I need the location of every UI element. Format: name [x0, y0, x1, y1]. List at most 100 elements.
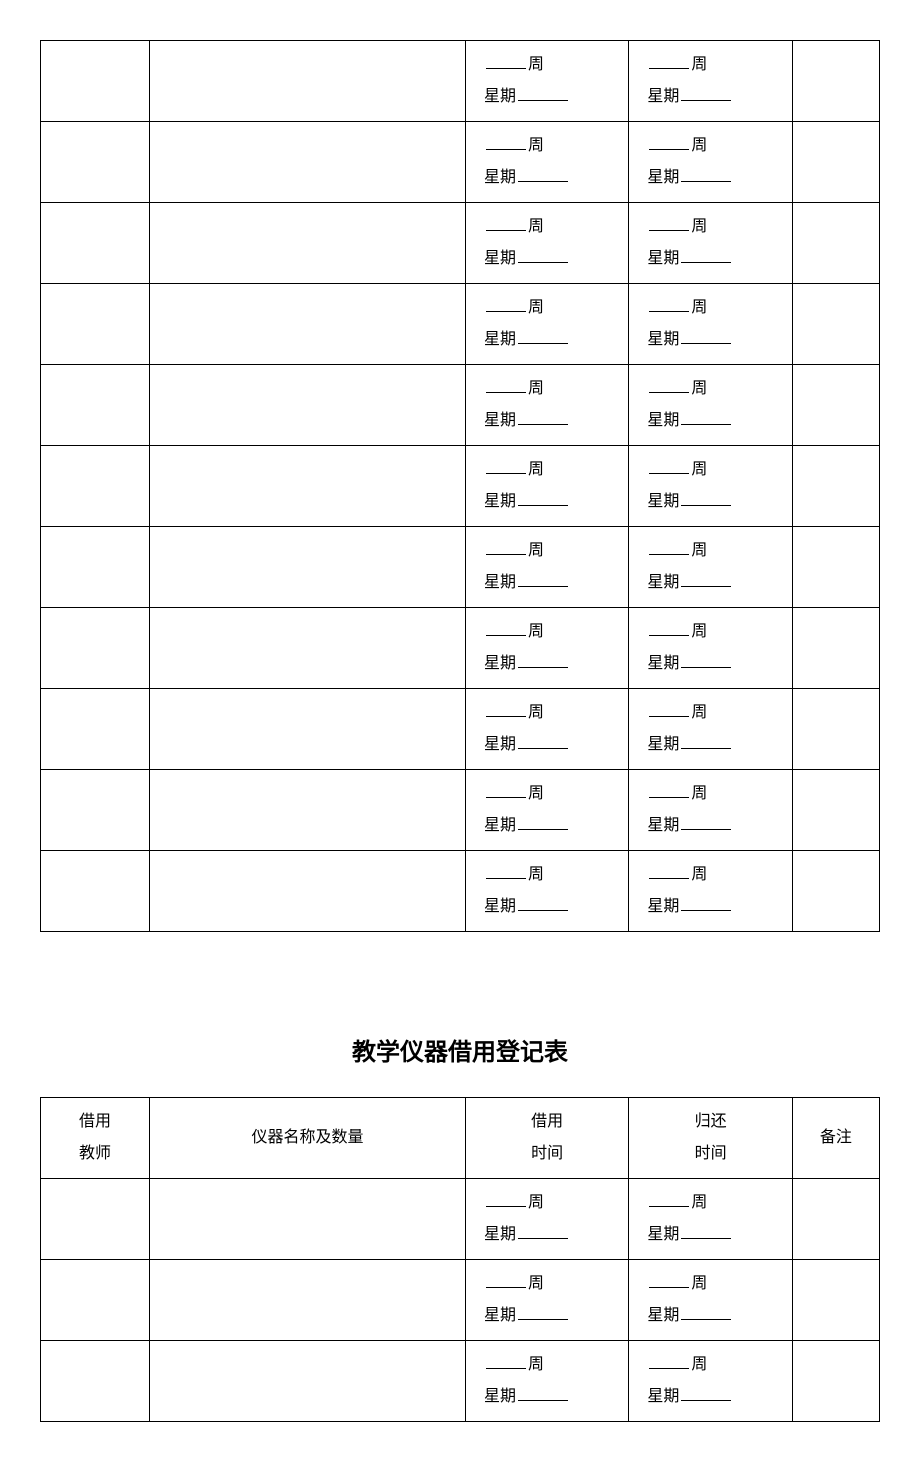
top-equipment-cell[interactable] [149, 527, 465, 608]
top-return-date-week-blank[interactable] [649, 619, 689, 636]
bottom-return-date-week-blank[interactable] [649, 1271, 689, 1288]
top-borrow-date-week-blank[interactable] [486, 214, 526, 231]
top-equipment-cell[interactable] [149, 446, 465, 527]
top-remark-cell[interactable] [792, 689, 879, 770]
top-teacher-cell[interactable] [41, 284, 150, 365]
top-teacher-cell[interactable] [41, 608, 150, 689]
top-teacher-cell[interactable] [41, 203, 150, 284]
top-borrow-date-weekday-blank[interactable] [518, 489, 568, 506]
top-equipment-cell[interactable] [149, 41, 465, 122]
bottom-equipment-cell[interactable] [149, 1341, 465, 1422]
bottom-borrow-date-week-blank[interactable] [486, 1352, 526, 1369]
top-borrow-date-week-blank[interactable] [486, 133, 526, 150]
top-equipment-cell[interactable] [149, 122, 465, 203]
top-teacher-cell[interactable] [41, 689, 150, 770]
top-borrow-date-weekday-blank[interactable] [518, 165, 568, 182]
top-borrow-date-weekday-blank[interactable] [518, 408, 568, 425]
bottom-return-date-week-label: 周 [691, 1194, 707, 1211]
top-borrow-date-weekday-blank[interactable] [518, 246, 568, 263]
top-remark-cell[interactable] [792, 365, 879, 446]
bottom-return-date-weekday-blank[interactable] [681, 1222, 731, 1239]
top-teacher-cell[interactable] [41, 770, 150, 851]
top-equipment-cell[interactable] [149, 365, 465, 446]
bottom-equipment-cell[interactable] [149, 1179, 465, 1260]
top-remark-cell[interactable] [792, 41, 879, 122]
bottom-equipment-cell[interactable] [149, 1260, 465, 1341]
bottom-borrow-date-weekday-blank[interactable] [518, 1222, 568, 1239]
top-return-date-weekday-blank[interactable] [681, 570, 731, 587]
top-borrow-date-week-blank[interactable] [486, 538, 526, 555]
top-return-date-week-blank[interactable] [649, 700, 689, 717]
top-borrow-date-week-blank[interactable] [486, 52, 526, 69]
top-borrow-date-weekday-blank[interactable] [518, 732, 568, 749]
top-return-date-weekday-blank[interactable] [681, 165, 731, 182]
bottom-borrow-date-week-blank[interactable] [486, 1271, 526, 1288]
top-return-date-weekday-blank[interactable] [681, 651, 731, 668]
top-teacher-cell[interactable] [41, 851, 150, 932]
top-remark-cell[interactable] [792, 203, 879, 284]
top-return-date-week-blank[interactable] [649, 538, 689, 555]
top-return-date-week-blank[interactable] [649, 781, 689, 798]
top-return-date-weekday-blank[interactable] [681, 408, 731, 425]
top-return-date-weekday-blank[interactable] [681, 246, 731, 263]
top-teacher-cell[interactable] [41, 122, 150, 203]
top-teacher-cell[interactable] [41, 527, 150, 608]
top-borrow-date-weekday-blank[interactable] [518, 570, 568, 587]
top-borrow-date-week-blank[interactable] [486, 862, 526, 879]
bottom-borrow-date-week-blank[interactable] [486, 1190, 526, 1207]
top-borrow-date-week-blank[interactable] [486, 619, 526, 636]
top-equipment-cell[interactable] [149, 689, 465, 770]
top-borrow-date-weekday-blank[interactable] [518, 651, 568, 668]
top-remark-cell[interactable] [792, 527, 879, 608]
top-remark-cell[interactable] [792, 284, 879, 365]
bottom-return-date-weekday-blank[interactable] [681, 1303, 731, 1320]
bottom-return-date-weekday-blank[interactable] [681, 1384, 731, 1401]
bottom-teacher-cell[interactable] [41, 1341, 150, 1422]
top-return-date-weekday-blank[interactable] [681, 84, 731, 101]
bottom-remark-cell[interactable] [792, 1341, 879, 1422]
top-equipment-cell[interactable] [149, 851, 465, 932]
top-borrow-date-week-blank[interactable] [486, 376, 526, 393]
top-return-date-week-blank[interactable] [649, 214, 689, 231]
top-return-date-week-blank[interactable] [649, 457, 689, 474]
top-remark-cell[interactable] [792, 122, 879, 203]
top-return-date-weekday-blank[interactable] [681, 894, 731, 911]
bottom-teacher-cell[interactable] [41, 1179, 150, 1260]
top-teacher-cell[interactable] [41, 365, 150, 446]
bottom-return-date-week-blank[interactable] [649, 1352, 689, 1369]
top-teacher-cell[interactable] [41, 446, 150, 527]
top-return-date-week-blank[interactable] [649, 133, 689, 150]
top-equipment-cell[interactable] [149, 770, 465, 851]
top-return-date-weekday-blank[interactable] [681, 732, 731, 749]
top-return-date-week-blank[interactable] [649, 52, 689, 69]
top-borrow-date-week-blank[interactable] [486, 295, 526, 312]
top-equipment-cell[interactable] [149, 284, 465, 365]
top-borrow-date-weekday-blank[interactable] [518, 84, 568, 101]
top-return-date-weekday-blank[interactable] [681, 813, 731, 830]
top-remark-cell[interactable] [792, 446, 879, 527]
top-borrow-date-week-blank[interactable] [486, 781, 526, 798]
bottom-borrow-date-weekday-blank[interactable] [518, 1303, 568, 1320]
top-borrow-date-weekday-blank[interactable] [518, 813, 568, 830]
bottom-teacher-cell[interactable] [41, 1260, 150, 1341]
top-remark-cell[interactable] [792, 851, 879, 932]
top-return-date-week-blank[interactable] [649, 295, 689, 312]
bottom-borrow-date-weekday-blank[interactable] [518, 1384, 568, 1401]
top-return-date-weekday-blank[interactable] [681, 327, 731, 344]
top-return-date-weekday-blank[interactable] [681, 489, 731, 506]
top-remark-cell[interactable] [792, 770, 879, 851]
top-return-date-week-blank[interactable] [649, 376, 689, 393]
top-borrow-date-week-blank[interactable] [486, 700, 526, 717]
bottom-remark-cell[interactable] [792, 1260, 879, 1341]
top-equipment-cell[interactable] [149, 203, 465, 284]
bottom-remark-cell[interactable] [792, 1179, 879, 1260]
top-borrow-date-week-blank[interactable] [486, 457, 526, 474]
top-equipment-cell[interactable] [149, 608, 465, 689]
top-teacher-cell[interactable] [41, 41, 150, 122]
bottom-return-date-week-blank[interactable] [649, 1190, 689, 1207]
top-return-date-week-blank[interactable] [649, 862, 689, 879]
top-remark-cell[interactable] [792, 608, 879, 689]
top-borrow-date-weekday-blank[interactable] [518, 327, 568, 344]
top-borrow-date-weekday-label: 星期 [484, 250, 516, 267]
top-borrow-date-weekday-blank[interactable] [518, 894, 568, 911]
